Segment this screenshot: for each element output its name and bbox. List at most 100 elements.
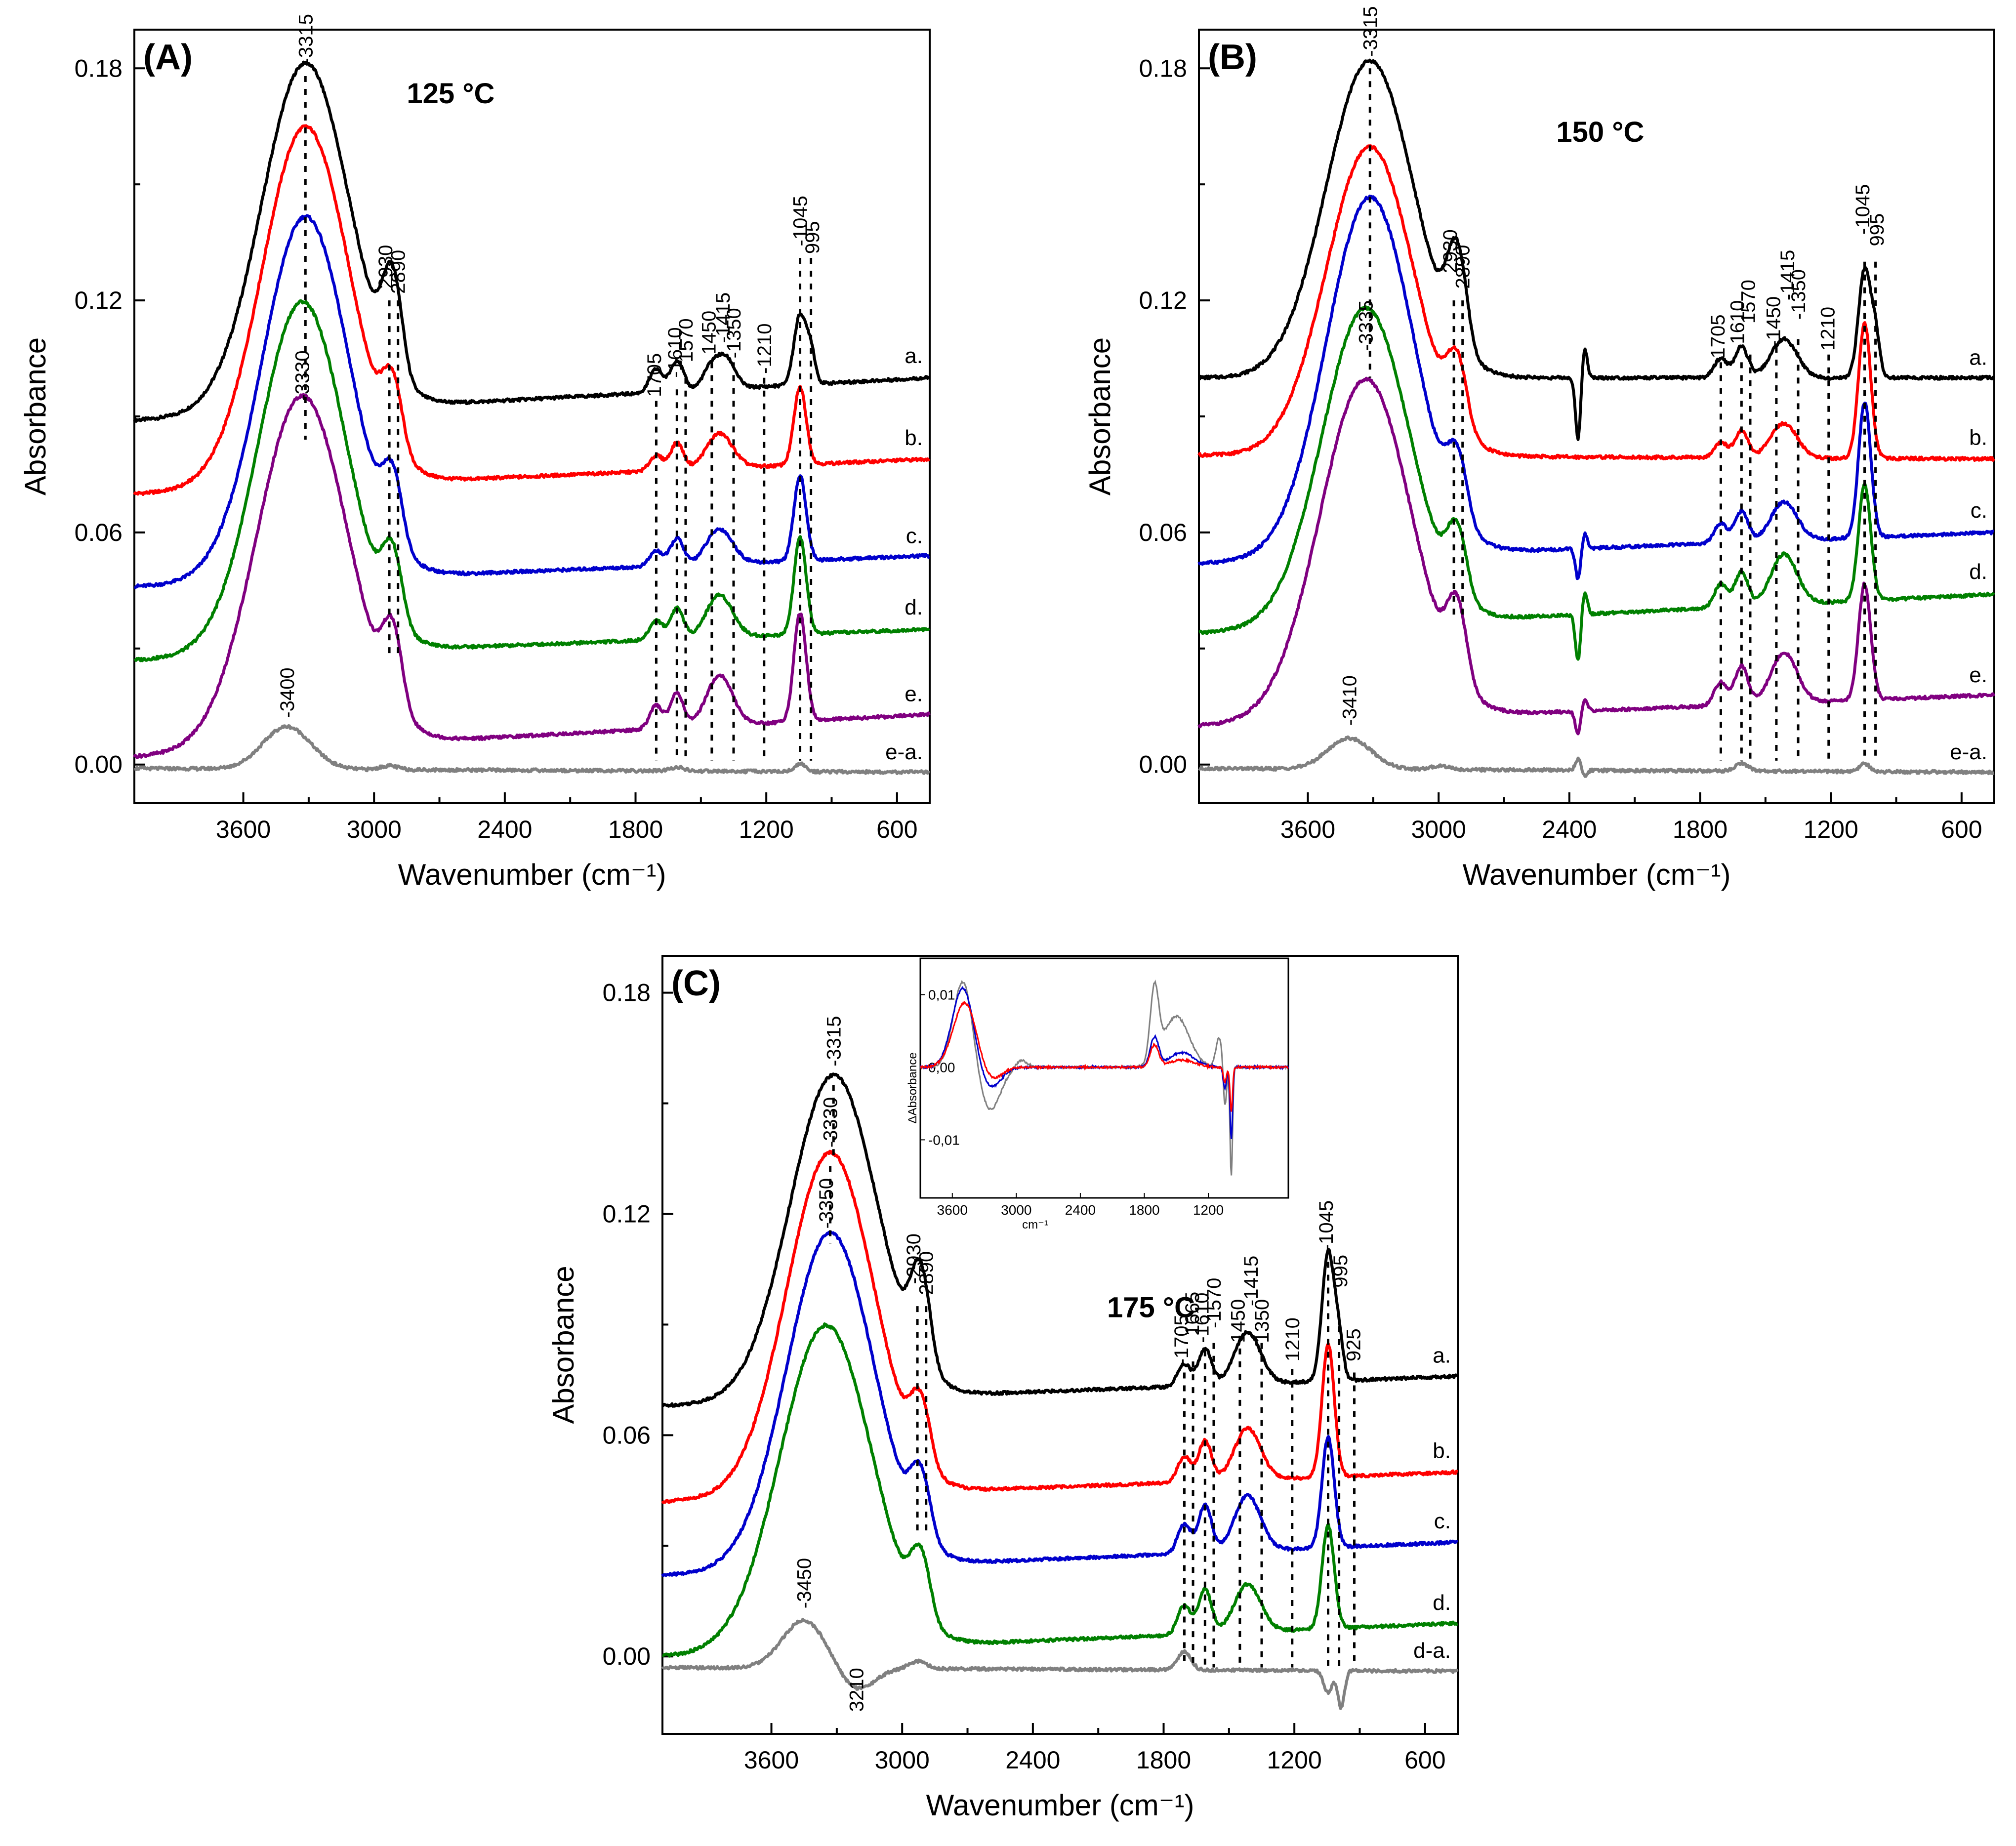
peak-label: -1570 xyxy=(1203,1278,1225,1328)
peak-label: 925 xyxy=(1343,1328,1364,1361)
inset-y-axis-title: ΔAbsorbance xyxy=(906,1052,919,1123)
spectrum-line-e-a xyxy=(133,724,931,776)
peak-label: 1570 xyxy=(675,318,697,362)
x-tick-label: 1800 xyxy=(1673,816,1728,843)
x-tick-label: 2400 xyxy=(477,816,532,843)
peak-label: -3330 xyxy=(292,350,314,401)
y-tick-label: 0.00 xyxy=(603,1642,651,1670)
peak-label: -1415 xyxy=(1240,1256,1262,1306)
peak-label: -1450 xyxy=(1763,296,1784,347)
y-tick-label: 0.06 xyxy=(75,519,123,546)
series-label: d. xyxy=(1433,1591,1451,1615)
spectrum-line-c xyxy=(133,214,930,590)
inset-x-tick-label: 1200 xyxy=(1193,1202,1224,1218)
x-tick-label: 3600 xyxy=(216,816,271,843)
peak-label: 2890 xyxy=(916,1251,938,1295)
temperature-label: 125 °C xyxy=(407,78,494,110)
peak-label: 2890 xyxy=(1452,245,1474,289)
peak-label: -1415 xyxy=(1777,250,1799,300)
peak-label: -3315 xyxy=(1359,6,1381,56)
y-tick-label: 0.12 xyxy=(75,287,123,314)
y-tick-label: 0.00 xyxy=(1139,751,1187,779)
inset-chart: 3600 3000 2400 1800 12000,010,00-0,01cm⁻¹ΔAb… xyxy=(906,957,1289,1231)
peak-label: -3400 xyxy=(277,667,298,718)
peak-label: -3315 xyxy=(823,1016,845,1067)
spectrum-line-b xyxy=(1197,144,1995,462)
x-tick-label: 1200 xyxy=(739,816,794,843)
peak-label: -3350 xyxy=(816,1178,837,1229)
series-label: c. xyxy=(1971,498,1987,523)
panel-a: 3600 3000 2400 1800 1200 600 0.00 0.06 0.12 0.18 W… xyxy=(19,14,931,891)
plot-frame xyxy=(661,955,1459,1735)
panel-label: (B) xyxy=(1208,38,1257,77)
peak-label: 1210 xyxy=(1817,307,1839,351)
peak-label: -3450 xyxy=(794,1558,816,1608)
y-tick-label: 0.06 xyxy=(1139,519,1187,546)
spectrum-line-a xyxy=(1198,58,1995,441)
x-tick-label: 1200 xyxy=(1804,816,1858,843)
x-axis-title: Wavenumber (cm⁻¹) xyxy=(398,858,666,891)
spectrum-line-e-a xyxy=(1198,735,1995,778)
peak-label: -3330 xyxy=(820,1097,842,1148)
peak-label: -2890 xyxy=(388,250,410,300)
series-label: c. xyxy=(1434,1509,1451,1533)
series-label: d-a. xyxy=(1413,1639,1451,1663)
peak-label: -3410 xyxy=(1339,675,1360,726)
x-tick-label: 3600 xyxy=(744,1746,799,1774)
peak-label: -1610 xyxy=(1727,300,1749,351)
x-tick-label: 600 xyxy=(1404,1746,1445,1774)
peak-label: 1450 xyxy=(1227,1299,1249,1343)
spectrum-line-c xyxy=(1197,194,1995,580)
x-tick-label: 2400 xyxy=(1005,1746,1060,1774)
temperature-label: 150 °C xyxy=(1556,116,1644,148)
inset-x-tick-label: 3600 xyxy=(937,1202,968,1218)
inset-y-tick-label: 0,01 xyxy=(928,987,955,1002)
y-tick-label: 0.00 xyxy=(75,751,123,779)
series-label: c. xyxy=(906,524,923,548)
x-tick-label: 2400 xyxy=(1542,816,1597,843)
panel-c: 3600 3000 2400 1800 1200 600 0.00 0.06 0.12 0.18 W… xyxy=(547,955,1459,1822)
x-tick-label: 3000 xyxy=(1411,816,1466,843)
y-tick-label: 0.12 xyxy=(603,1200,651,1228)
peak-label: 995 xyxy=(802,221,823,254)
inset-x-tick-label: 3000 xyxy=(1001,1202,1031,1218)
spectrum-line-b xyxy=(661,1149,1458,1504)
inset-x-tick-label: 1800 xyxy=(1129,1202,1159,1218)
y-tick-label: 0.18 xyxy=(603,979,651,1007)
series-label: b. xyxy=(1433,1438,1451,1463)
series-label: b. xyxy=(1969,426,1987,450)
y-axis-title: Absorbance xyxy=(19,337,52,495)
inset-x-axis-title: cm⁻¹ xyxy=(1022,1218,1048,1231)
peak-label: 1705 xyxy=(1707,315,1729,359)
x-axis-title: Wavenumber (cm⁻¹) xyxy=(926,1789,1194,1822)
peak-label: -1610 xyxy=(664,327,686,377)
peak-label: 2930 xyxy=(375,245,397,289)
peak-label: -1415 xyxy=(712,292,734,343)
spectrum-line-d-a xyxy=(661,1617,1459,1710)
peak-label: -3335 xyxy=(1355,300,1377,351)
peak-label: 1350 xyxy=(1251,1299,1273,1343)
peak-label: -1705 xyxy=(1171,1314,1193,1365)
x-tick-label: 1200 xyxy=(1267,1746,1322,1774)
peak-label: -1045 xyxy=(1316,1200,1337,1251)
series-label: a. xyxy=(1969,345,1987,369)
y-tick-label: 0.06 xyxy=(603,1421,651,1449)
spectrum-line-a xyxy=(133,60,931,423)
inset-x-tick-label: 2400 xyxy=(1065,1202,1096,1218)
y-tick-label: 0.12 xyxy=(1139,287,1187,314)
peak-label: 995 xyxy=(1866,213,1888,246)
spectrum-line-d xyxy=(133,299,931,662)
x-tick-label: 3000 xyxy=(875,1746,930,1774)
spectrum-line-e xyxy=(1197,376,1995,736)
y-tick-label: 0.18 xyxy=(75,54,123,82)
spectrum-line-c xyxy=(661,1231,1459,1577)
inset-line-red xyxy=(920,1000,1289,1112)
peak-label: -1045 xyxy=(1852,184,1874,235)
peak-label: 995 xyxy=(1330,1255,1352,1288)
peak-label: 1665 xyxy=(1182,1292,1203,1336)
panel-b: 3600 3000 2400 1800 1200 600 0.00 0.06 0.12 0.18 W… xyxy=(1083,6,1995,891)
peak-label: -1350 xyxy=(723,308,745,358)
x-tick-label: 600 xyxy=(876,816,917,843)
series-label: e. xyxy=(905,682,923,706)
